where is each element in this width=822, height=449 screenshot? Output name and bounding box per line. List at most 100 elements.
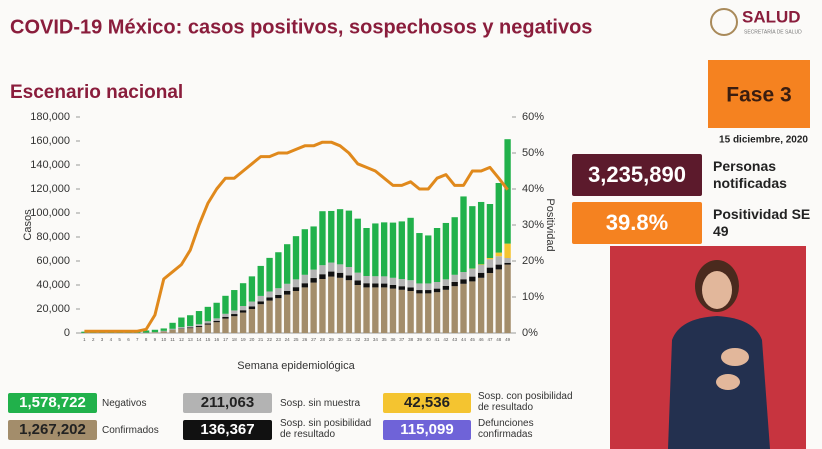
y-tick-label: 180,000 — [30, 111, 70, 123]
bar-segment — [292, 236, 300, 280]
bar-segment — [504, 262, 511, 265]
bar-segment — [284, 283, 291, 291]
y-tick-label: 140,000 — [30, 159, 70, 171]
bar-segment — [204, 323, 212, 325]
bar-segment — [372, 283, 379, 288]
bar-segment — [389, 277, 397, 285]
bar-segment — [433, 282, 441, 289]
bar-segment — [204, 324, 212, 333]
bar-segment — [504, 139, 511, 244]
bar-segment — [372, 223, 379, 277]
bar-segment — [416, 290, 423, 294]
bar-segment — [301, 274, 308, 284]
x-tick-label: 23 — [276, 337, 282, 342]
x-tick-label: 6 — [127, 337, 130, 342]
bar-segment — [354, 285, 361, 333]
bar-segment — [336, 277, 344, 333]
x-tick-label: 27 — [311, 337, 317, 342]
bar-segment — [160, 328, 167, 331]
x-tick-label: 40 — [426, 337, 432, 342]
bar-segment — [231, 314, 238, 317]
bar-segment — [495, 269, 502, 333]
bar-segment — [248, 306, 256, 309]
bar-segment — [407, 291, 414, 333]
y2-tick-label: 20% — [522, 255, 544, 267]
x-tick-label: 26 — [302, 337, 308, 342]
bar-segment — [416, 293, 423, 333]
bar-segment — [204, 306, 212, 322]
bar-segment — [363, 283, 370, 288]
bar-segment — [398, 289, 405, 333]
y-tick-label: 20,000 — [36, 303, 70, 315]
bar-segment — [319, 265, 326, 275]
bar-segment — [275, 288, 282, 295]
x-tick-label: 45 — [470, 337, 476, 342]
bar-segment — [319, 279, 326, 333]
bar-segment — [231, 310, 238, 315]
bar-segment — [169, 328, 176, 330]
x-tick-label: 4 — [110, 337, 113, 342]
x-tick-label: 8 — [145, 337, 148, 342]
bar-segment — [372, 276, 379, 284]
legend-label: Sosp. con posibilidad de resultado — [478, 391, 573, 413]
bar-segment — [495, 252, 502, 257]
bar-segment — [231, 290, 238, 311]
bar-segment — [213, 320, 220, 323]
notified-label: Personas notificadas — [713, 158, 787, 191]
x-tick-label: 2 — [92, 337, 95, 342]
bar-segment — [451, 286, 458, 333]
bar-segment — [292, 287, 300, 291]
bar-segment — [257, 265, 264, 296]
bar-segment — [363, 276, 370, 284]
bar-segment — [380, 287, 388, 333]
bar-segment — [477, 264, 485, 265]
bar-segment — [336, 209, 344, 265]
interpreter-hand — [716, 374, 740, 390]
x-tick-label: 1 — [83, 337, 86, 342]
y-tick-label: 120,000 — [30, 183, 70, 195]
bar-segment — [310, 282, 317, 333]
line — [84, 140, 509, 333]
y-tick-label: 40,000 — [36, 279, 70, 291]
bar-segment — [301, 287, 308, 333]
total-box: 1,267,202 — [8, 420, 97, 440]
bar-segment — [363, 287, 370, 333]
x-tick-label: 33 — [364, 337, 370, 342]
x-tick-label: 41 — [435, 337, 441, 342]
y-axis-label: Casos — [22, 209, 34, 241]
x-tick-label: 29 — [329, 337, 335, 342]
bar-segment — [486, 204, 494, 258]
interpreter-face — [702, 271, 732, 309]
bar-segment — [248, 309, 256, 333]
bar-segment — [222, 295, 229, 314]
bar-segment — [275, 294, 282, 299]
bar-segment — [213, 322, 220, 333]
x-tick-label: 35 — [382, 337, 388, 342]
bar-segment — [169, 322, 176, 329]
bar-segment — [178, 328, 185, 333]
bar-segment — [328, 276, 335, 333]
x-tick-label: 21 — [258, 337, 264, 342]
bar-segment — [195, 327, 203, 333]
bar-segment — [284, 294, 291, 333]
bar-segment — [460, 279, 467, 284]
bar-segment — [310, 226, 317, 270]
x-tick-label: 9 — [154, 337, 157, 342]
x-tick-label: 39 — [417, 337, 423, 342]
bar-segment — [328, 271, 335, 277]
x-tick-label: 30 — [338, 337, 344, 342]
bar-segment — [380, 222, 388, 277]
y2-tick-label: 10% — [522, 291, 544, 303]
interpreter-hand — [721, 348, 749, 366]
bar-segment — [345, 267, 353, 276]
y2-tick-label: 30% — [522, 219, 544, 231]
bar-segment — [328, 262, 335, 272]
y2-tick-label: 60% — [522, 111, 544, 123]
y-tick-label: 0 — [64, 327, 70, 339]
bar-segment — [451, 282, 458, 287]
bar-segment — [222, 316, 229, 319]
bar-segment — [151, 332, 159, 333]
legend-label: Negativos — [102, 398, 147, 409]
bar-segment — [169, 330, 176, 333]
